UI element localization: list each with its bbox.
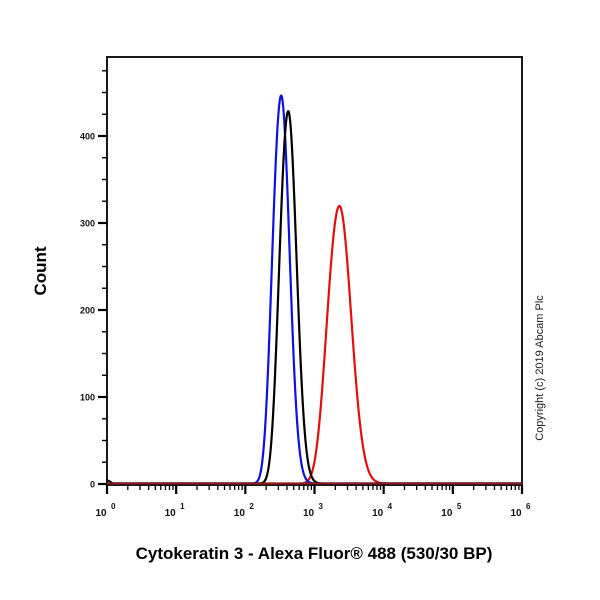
y-tick-label: 100 [80, 393, 95, 403]
svg-text:10: 10 [234, 508, 246, 519]
svg-text:2: 2 [249, 502, 254, 511]
svg-text:10: 10 [165, 508, 177, 519]
svg-text:5: 5 [457, 502, 462, 511]
x-axis-title: Cytokeratin 3 - Alexa Fluor® 488 (530/30… [136, 544, 493, 563]
plot-frame [106, 56, 523, 486]
y-axis-title: Count [31, 246, 50, 295]
svg-text:1: 1 [180, 502, 185, 511]
y-axis-ticks: 0 100 200 300 400 [80, 70, 107, 490]
x-tick-label: 10 6 [510, 502, 531, 519]
histogram-series [106, 94, 523, 485]
x-tick-label: 10 3 [303, 502, 324, 519]
svg-text:10: 10 [441, 508, 453, 519]
x-tick-label: 10 0 [95, 502, 116, 519]
y-tick-label: 400 [80, 132, 95, 142]
x-tick-label: 101 [165, 502, 186, 519]
svg-text:6: 6 [526, 502, 531, 511]
y-tick-label: 0 [90, 480, 95, 490]
x-tick-label: 10 4 [372, 502, 393, 519]
svg-text:3: 3 [319, 502, 324, 511]
y-tick-label: 200 [80, 306, 95, 316]
y-tick-label: 300 [80, 219, 95, 229]
svg-text:10: 10 [303, 508, 315, 519]
x-tick-label: 102 [234, 502, 255, 519]
svg-text:10: 10 [95, 508, 107, 519]
copyright-annotation: Copyright (c) 2019 Abcam Plc [534, 295, 546, 441]
svg-text:0: 0 [111, 502, 116, 511]
svg-text:4: 4 [388, 502, 393, 511]
svg-text:10: 10 [510, 508, 522, 519]
svg-text:10: 10 [372, 508, 384, 519]
x-tick-label: 10 5 [441, 502, 462, 519]
